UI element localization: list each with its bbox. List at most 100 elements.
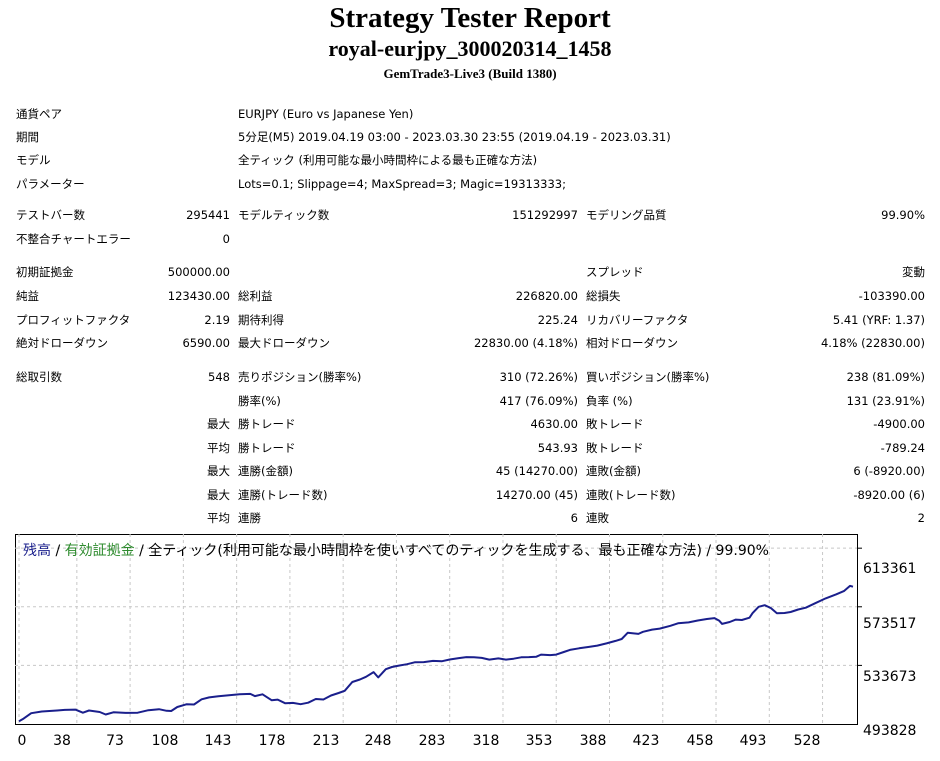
x-tick-label: 143 — [204, 733, 232, 749]
x-tick-label: 248 — [364, 733, 392, 749]
max-prefix: 最大 — [207, 417, 230, 431]
x-tick-label: 353 — [525, 733, 553, 749]
cons-win-count-label: 連勝(トレード数) — [238, 488, 328, 502]
chart-legend: 残高 / 有効証拠金 / 全ティック(利用可能な最小時間枠を使いすべてのティック… — [23, 540, 769, 560]
abs-drawdown-label: 絶対ドローダウン — [16, 336, 108, 350]
win-rate-value: 417 (76.09%) — [499, 394, 578, 408]
max-prefix: 最大 — [207, 464, 230, 478]
chart-grid — [15, 534, 862, 724]
profit-factor-label: プロフィットファクタ — [16, 313, 131, 327]
bars-value: 295441 — [186, 208, 230, 222]
recovery-factor-value: 5.41 (YRF: 1.37) — [832, 313, 925, 327]
x-tick-label: 423 — [632, 733, 660, 749]
period-label: 期間 — [16, 130, 39, 144]
avg-prefix: 平均 — [207, 511, 230, 525]
spread-value: 変動 — [902, 265, 925, 279]
gross-profit-value: 226820.00 — [515, 289, 578, 303]
params-value: Lots=0.1; Slippage=4; MaxSpread=3; Magic… — [238, 177, 566, 191]
ticks-label: モデルティック数 — [238, 208, 330, 222]
spread-label: スプレッド — [586, 265, 644, 279]
gross-loss-label: 総損失 — [586, 289, 621, 303]
x-tick-label: 493 — [739, 733, 767, 749]
quality-value: 99.90% — [881, 208, 925, 222]
deposit-label: 初期証拠金 — [16, 265, 74, 279]
model-value: 全ティック (利用可能な最小時間枠による最も正確な方法) — [238, 153, 538, 167]
x-tick-label: 388 — [579, 733, 607, 749]
avg-cons-loss-label: 連敗 — [586, 511, 609, 525]
plot-frame — [15, 534, 858, 725]
max-loss-label: 敗トレード — [586, 417, 644, 431]
expected-payoff-value: 225.24 — [537, 313, 578, 327]
net-value: 123430.00 — [167, 289, 230, 303]
profit-factor-value: 2.19 — [204, 313, 230, 327]
x-tick-label: 38 — [53, 733, 71, 749]
report-subtitle: royal-eurjpy_300020314_1458 — [328, 36, 612, 61]
long-positions-value: 238 (81.09%) — [846, 370, 925, 384]
avg-loss-value: -789.24 — [880, 441, 925, 455]
x-tick-label: 283 — [418, 733, 446, 749]
deposit-value: 500000.00 — [167, 265, 230, 279]
short-positions-value: 310 (72.26%) — [499, 370, 578, 384]
x-tick-label: 0 — [17, 733, 27, 749]
balance-series-line — [18, 584, 854, 723]
cons-loss-amount-value: 6 (-8920.00) — [853, 464, 925, 478]
period-value: 5分足(M5) 2019.04.19 03:00 - 2023.03.30 23… — [238, 130, 671, 144]
pair-value: EURJPY (Euro vs Japanese Yen) — [238, 107, 414, 121]
total-trades-label: 総取引数 — [16, 370, 62, 384]
legend-description: / 全ティック(利用可能な最小時間枠を使いすべてのティックを生成する、最も正確な… — [134, 543, 769, 559]
pair-label: 通貨ペア — [16, 107, 62, 121]
max-win-value: 4630.00 — [530, 417, 578, 431]
ticks-value: 151292997 — [512, 208, 578, 222]
x-tick-label: 318 — [472, 733, 500, 749]
y-tick-label: 533673 — [863, 669, 917, 685]
loss-rate-value: 131 (23.91%) — [846, 394, 925, 408]
report-title: Strategy Tester Report — [329, 2, 611, 34]
y-tick-label: 493828 — [863, 723, 917, 739]
loss-rate-label: 負率 (%) — [586, 394, 633, 408]
x-tick-label: 213 — [312, 733, 340, 749]
cons-loss-amount-label: 連敗(金額) — [586, 464, 641, 478]
win-rate-label: 勝率(%) — [238, 394, 281, 408]
avg-cons-win-label: 連勝 — [238, 511, 261, 525]
x-tick-label: 528 — [793, 733, 821, 749]
long-positions-label: 買いポジション(勝率%) — [586, 370, 710, 384]
mismatch-value: 0 — [222, 232, 230, 246]
max-drawdown-value: 22830.00 (4.18%) — [473, 336, 578, 350]
max-prefix: 最大 — [207, 488, 230, 502]
x-tick-label: 178 — [258, 733, 286, 749]
x-tick-label: 458 — [686, 733, 714, 749]
cons-loss-count-value: -8920.00 (6) — [853, 488, 925, 502]
balance-chart-svg — [15, 534, 862, 725]
avg-prefix: 平均 — [207, 441, 230, 455]
quality-label: モデリング品質 — [586, 208, 667, 222]
cons-win-amount-value: 45 (14270.00) — [495, 464, 578, 478]
mismatch-label: 不整合チャートエラー — [16, 232, 131, 246]
y-tick-label: 573517 — [863, 616, 917, 632]
avg-win-value: 543.93 — [537, 441, 578, 455]
avg-win-label: 勝トレード — [238, 441, 296, 455]
bars-label: テストバー数 — [16, 208, 85, 222]
server-build: GemTrade3-Live3 (Build 1380) — [383, 66, 557, 81]
rel-drawdown-label: 相対ドローダウン — [586, 336, 678, 350]
cons-loss-count-label: 連敗(トレード数) — [586, 488, 676, 502]
short-positions-label: 売りポジション(勝率%) — [238, 370, 362, 384]
max-win-label: 勝トレード — [238, 417, 296, 431]
y-tick-label: 613361 — [863, 561, 917, 577]
model-label: モデル — [16, 153, 51, 167]
expected-payoff-label: 期待利得 — [238, 313, 284, 327]
avg-loss-label: 敗トレード — [586, 441, 644, 455]
x-tick-label: 73 — [106, 733, 124, 749]
legend-balance: 残高 — [23, 543, 51, 559]
cons-win-amount-label: 連勝(金額) — [238, 464, 293, 478]
balance-chart: 残高 / 有効証拠金 / 全ティック(利用可能な最小時間枠を使いすべてのティック… — [15, 534, 924, 761]
params-label: パラメーター — [16, 177, 85, 191]
abs-drawdown-value: 6590.00 — [182, 336, 230, 350]
gross-profit-label: 総利益 — [238, 289, 273, 303]
avg-cons-loss-value: 2 — [917, 511, 925, 525]
x-tick-label: 108 — [151, 733, 179, 749]
recovery-factor-label: リカバリーファクタ — [586, 313, 689, 327]
gross-loss-value: -103390.00 — [858, 289, 925, 303]
legend-separator: / — [51, 543, 65, 559]
total-trades-value: 548 — [208, 370, 230, 384]
net-label: 純益 — [16, 289, 39, 303]
